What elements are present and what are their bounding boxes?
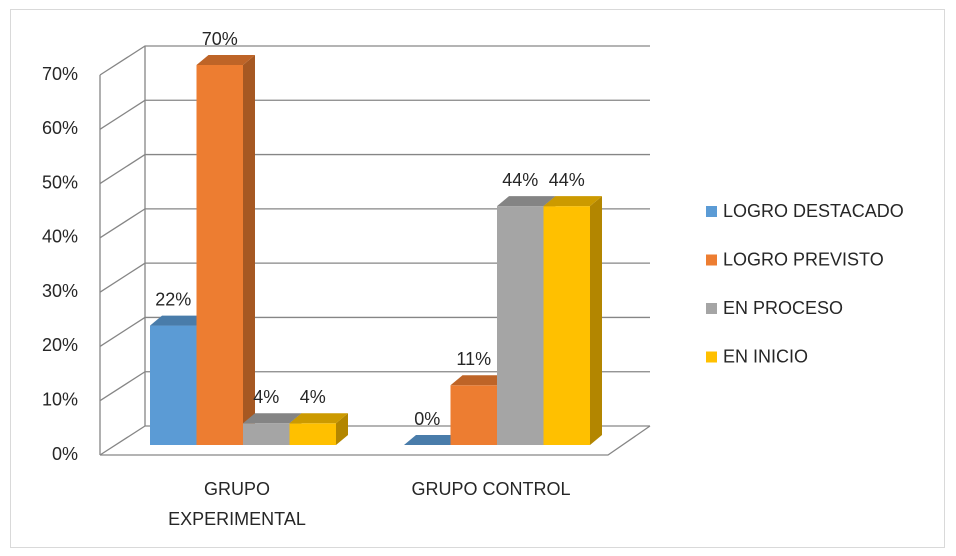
bar-top: [404, 435, 463, 445]
bar-front: [450, 385, 497, 445]
legend-swatch: [706, 351, 717, 363]
floor-edge: [100, 425, 651, 456]
legend-swatch: [706, 303, 717, 314]
chart-border: [10, 9, 945, 548]
x-tick-label-line: GRUPO: [204, 479, 270, 499]
data-label: 22%: [155, 289, 191, 309]
x-tick-label: GRUPO EXPERIMENTAL: [168, 479, 306, 529]
legend-label: LOGRO PREVISTO: [723, 249, 884, 269]
bar-top: [543, 196, 602, 207]
y-tick-label: 70%: [42, 64, 78, 84]
bar-front: [150, 325, 197, 445]
y-tick-label: 60%: [42, 118, 78, 138]
legend-swatch: [706, 254, 717, 266]
y-tick-label: 10%: [42, 389, 78, 409]
bar-front: [497, 206, 544, 445]
y-tick-label: 0%: [52, 444, 78, 464]
bar-top: [196, 55, 255, 65]
bar-top: [289, 413, 348, 424]
bar-front: [243, 423, 290, 445]
bar-top: [150, 315, 209, 326]
y-tick-label: 50%: [42, 172, 78, 192]
bar-side: [243, 55, 255, 445]
y-tick-label: 40%: [42, 227, 78, 247]
bar-top: [497, 196, 556, 207]
bar-top: [450, 375, 509, 386]
data-label: 4%: [300, 387, 326, 407]
bar-front: [196, 65, 243, 445]
bar-front: [289, 423, 336, 445]
data-label: 44%: [502, 170, 538, 190]
data-label: 0%: [414, 409, 440, 429]
legend-label: LOGRO DESTACADO: [723, 201, 904, 221]
bar-front: [543, 206, 590, 445]
data-label: 11%: [456, 349, 491, 369]
bar-top: [243, 413, 302, 424]
legend-swatch: [706, 206, 717, 217]
x-tick-label-line: EXPERIMENTAL: [168, 509, 306, 529]
y-tick-label: 30%: [42, 281, 78, 301]
bar-side: [336, 413, 348, 445]
x-tick-label: GRUPO CONTROL: [411, 479, 570, 499]
y-tick-label: 20%: [42, 335, 78, 355]
legend-label: EN INICIO: [723, 346, 808, 366]
data-label: 4%: [253, 387, 279, 407]
data-label: 70%: [202, 29, 238, 49]
legend-label: EN PROCESO: [723, 298, 843, 318]
bar-side: [590, 196, 602, 445]
data-label: 44%: [549, 170, 585, 190]
